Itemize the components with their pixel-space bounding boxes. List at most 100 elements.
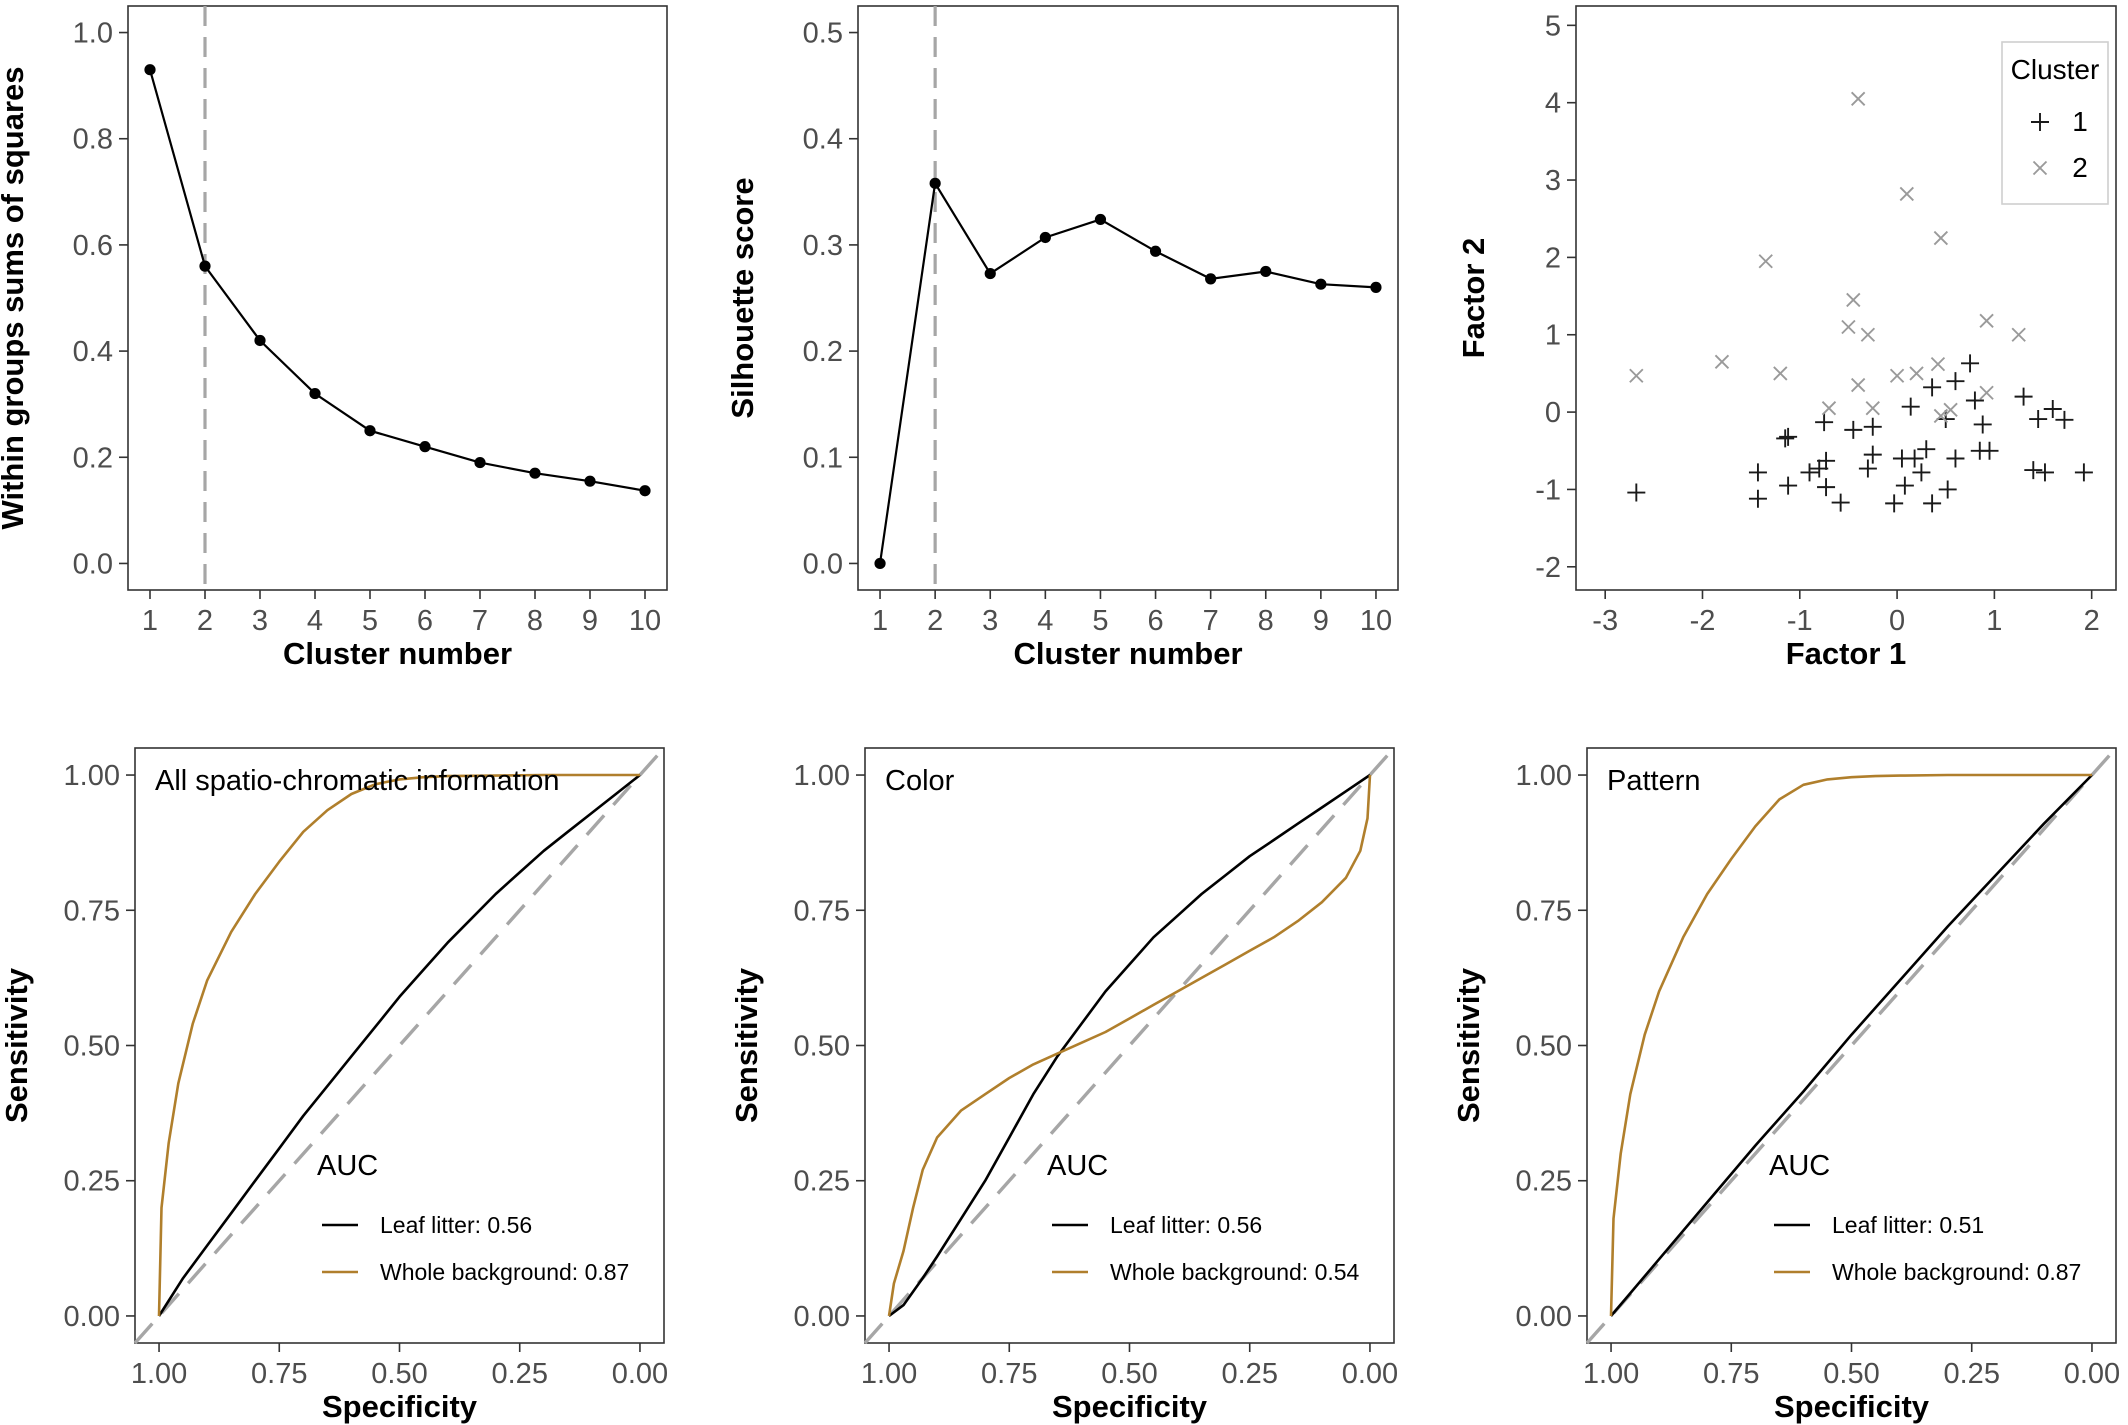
x-tick-label: 8 <box>1258 605 1274 637</box>
x-tick-label: 1.00 <box>861 1358 917 1390</box>
x-tick-label: 0.00 <box>1342 1358 1398 1390</box>
chance-diagonal <box>133 746 666 1345</box>
scatter-point-cluster-2 <box>1714 354 1730 369</box>
x-tick-label: 8 <box>527 605 543 637</box>
y-tick-label: 0.0 <box>803 548 843 580</box>
scatter-point-cluster-1 <box>1961 354 1980 373</box>
data-point <box>1149 245 1162 257</box>
panel-title: All spatio-chromatic information <box>155 765 560 797</box>
legend-symbol-plus <box>2031 113 2049 131</box>
x-axis-title: Specificity <box>1774 1389 1930 1424</box>
y-tick-label: 0.0 <box>73 548 113 580</box>
y-tick-label: 4 <box>1545 88 1561 120</box>
scatter-point-cluster-1 <box>2014 387 2033 406</box>
y-tick-label: 0.1 <box>803 442 843 474</box>
legend-box <box>2001 41 2109 205</box>
legend-label: 2 <box>2072 152 2088 183</box>
data-point <box>309 387 321 400</box>
legend: AUC Leaf litter: 0.56 Whole background: 0.… <box>317 1150 629 1285</box>
data-point <box>1039 231 1051 244</box>
scatter-point-cluster-2 <box>1629 368 1644 383</box>
x-tick-label: 6 <box>417 605 433 637</box>
y-tick-label: 0.4 <box>803 124 843 156</box>
scatter-point-cluster-2 <box>2011 327 2026 342</box>
y-tick-label: 0.75 <box>64 895 120 927</box>
y-axis-title: Factor 2 <box>1456 238 1491 359</box>
x-tick-label: 6 <box>1147 605 1163 637</box>
scatter-point-cluster-2 <box>1899 186 1914 202</box>
roc-curve-leaf-litter <box>157 773 641 1317</box>
scatter-point-cluster-1 <box>1901 397 1920 416</box>
chance-diagonal <box>1585 746 2118 1345</box>
legend-title: AUC <box>1769 1150 1830 1182</box>
x-tick-label: -1 <box>1787 605 1813 637</box>
scatter-point-cluster-1 <box>1817 478 1836 497</box>
x-tick-label: 10 <box>629 605 661 637</box>
scatter-point-cluster-1 <box>1895 476 1914 495</box>
scatter-point-cluster-1 <box>1885 494 1904 513</box>
data-point <box>1370 281 1382 293</box>
y-axis-title: Within groups sums of squares <box>0 66 30 529</box>
legend-label: Whole background: 0.87 <box>1832 1259 2081 1285</box>
y-axis-title: Sensitivity <box>0 967 34 1123</box>
data-point <box>929 177 941 189</box>
x-tick-label: 0.75 <box>1703 1358 1759 1390</box>
scatter-point-cluster-1 <box>1844 420 1863 439</box>
chart-panel-2: 1 2 3 4 5 6 7 8 9 10 0.0 0.1 0.2 0.3 0.4 0.5 Cluster num… <box>725 5 1399 671</box>
scatter-point-cluster-1 <box>1946 372 1965 391</box>
legend-label: Leaf litter: 0.56 <box>380 1212 532 1238</box>
data-point <box>364 425 376 437</box>
x-tick-label: 9 <box>582 605 598 637</box>
chart-panel-1: 1 2 3 4 5 6 7 8 9 10 0.0 0.2 0.4 0.6 0.8 1.0 Cluster num… <box>0 5 668 671</box>
y-tick-label: 0.5 <box>803 18 843 50</box>
scatter-point-cluster-1 <box>1776 429 1795 448</box>
chart-panel-6: 1.00 0.75 0.50 0.25 0.00 0.00 0.25 0.50 0.75 1.00… <box>1451 746 2120 1424</box>
scatter-point-cluster-1 <box>1923 378 1942 397</box>
legend: AUC Leaf litter: 0.56 Whole background: 0.… <box>1047 1150 1360 1285</box>
scatter-point-cluster-2 <box>1933 408 1949 424</box>
data-point <box>254 334 266 347</box>
y-tick-label: 0.2 <box>73 442 113 474</box>
y-axis-title: Silhouette score <box>725 177 760 418</box>
y-tick-label: 0.50 <box>64 1031 120 1063</box>
scatter-point-cluster-1 <box>1936 410 1955 429</box>
scatter-point-cluster-1 <box>1912 463 1931 482</box>
x-tick-label: -2 <box>1690 605 1716 637</box>
legend-label: Leaf litter: 0.51 <box>1832 1212 1984 1238</box>
legend-symbol-cross <box>2032 160 2048 176</box>
y-tick-label: 0.25 <box>64 1166 120 1198</box>
scatter-point-cluster-2 <box>1865 401 1880 416</box>
scatter-point-cluster-1 <box>1923 494 1942 513</box>
y-tick-label: 0 <box>1545 397 1561 429</box>
scatter-point-cluster-2 <box>1943 402 1958 417</box>
scatter-point-cluster-1 <box>1815 413 1834 432</box>
series-line <box>878 180 1377 564</box>
x-tick-label: 2 <box>2084 605 2100 637</box>
y-tick-label: 3 <box>1545 165 1561 197</box>
x-axis-title: Cluster number <box>1013 636 1242 671</box>
scatter-point-cluster-2 <box>1889 368 1905 383</box>
x-tick-label: 0.50 <box>1823 1358 1879 1390</box>
scatter-point-cluster-2 <box>1821 401 1837 416</box>
y-tick-label: 2 <box>1545 242 1561 274</box>
x-tick-label: 7 <box>1203 605 1219 637</box>
legend-title: AUC <box>317 1150 378 1182</box>
roc-curve-whole-background <box>157 773 640 1317</box>
scatter-point-cluster-1 <box>2055 410 2074 429</box>
scatter-point-cluster-1 <box>2043 399 2062 418</box>
x-tick-label: 2 <box>197 605 213 637</box>
y-tick-label: 1.00 <box>64 760 120 792</box>
data-point <box>474 456 486 469</box>
y-tick-label: 1.00 <box>1516 760 1572 792</box>
y-axis-title: Sensitivity <box>1451 967 1486 1123</box>
legend-label: Leaf litter: 0.56 <box>1110 1212 1262 1238</box>
scatter-point-cluster-1 <box>1858 459 1877 478</box>
x-tick-label: 10 <box>1360 605 1392 637</box>
y-tick-label: 0.2 <box>803 336 843 368</box>
x-tick-label: 0.50 <box>1101 1358 1157 1390</box>
legend-label: 1 <box>2072 106 2088 137</box>
scatter-point-cluster-1 <box>1938 480 1957 499</box>
scatter-point-cluster-2 <box>1850 377 1866 393</box>
data-point <box>584 475 596 487</box>
data-point <box>1315 278 1327 290</box>
